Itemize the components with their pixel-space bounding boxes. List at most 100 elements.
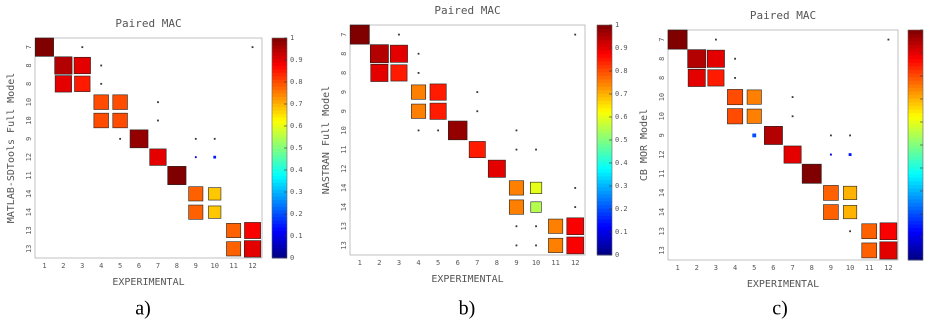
colorbar-segment xyxy=(272,65,287,70)
colorbar-segment xyxy=(597,78,612,83)
mac-cell xyxy=(574,187,577,189)
colorbar-segment xyxy=(272,196,287,201)
mac-cell xyxy=(73,56,91,75)
mac-cell xyxy=(112,94,128,110)
mac-cell xyxy=(746,89,762,105)
chart-title: Paired MAC xyxy=(115,17,181,30)
x-tick-label: 5 xyxy=(118,262,122,270)
colorbar-segment xyxy=(908,51,923,56)
colorbar-segment xyxy=(597,96,612,101)
colorbar-segment xyxy=(272,38,287,42)
mac-cell xyxy=(515,129,518,132)
colorbar-segment xyxy=(597,140,612,145)
y-tick-label: 14 xyxy=(658,189,666,197)
colorbar-segment xyxy=(597,211,612,216)
y-tick-label: 8 xyxy=(25,63,33,67)
mac-cell xyxy=(468,141,486,159)
colorbar-segment xyxy=(908,116,923,121)
colorbar-segment xyxy=(597,204,612,209)
mac-cell xyxy=(566,236,584,255)
x-axis-label: EXPERIMENTAL xyxy=(112,277,184,288)
colorbar-segment xyxy=(908,105,923,110)
y-tick-label: 14 xyxy=(25,190,33,198)
caption: a) xyxy=(135,298,151,320)
colorbar-segment xyxy=(597,89,612,94)
colorbar-segment xyxy=(597,179,612,184)
y-tick-label: 11 xyxy=(25,171,33,179)
colorbar-segment xyxy=(597,50,612,55)
mac-cell xyxy=(707,69,725,87)
colorbar-segment xyxy=(597,237,612,242)
colorbar-segment xyxy=(908,40,923,45)
colorbar-tick-label: 0.9 xyxy=(290,56,303,64)
mac-cell xyxy=(93,94,109,110)
colorbar-segment xyxy=(908,76,923,81)
x-tick-label: 12 xyxy=(571,259,579,267)
colorbar-segment xyxy=(908,73,923,78)
colorbar-segment xyxy=(597,190,612,195)
y-tick-label: 14 xyxy=(658,208,666,216)
colorbar-segment xyxy=(272,206,287,211)
x-tick-label: 1 xyxy=(42,262,46,270)
y-tick-label: 13 xyxy=(658,246,666,254)
colorbar-segment xyxy=(908,83,923,88)
mac-cell xyxy=(429,83,447,101)
mac-cell xyxy=(411,84,427,100)
mac-cell xyxy=(529,181,543,194)
caption: b) xyxy=(459,298,476,320)
colorbar-segment xyxy=(272,134,287,139)
colorbar-segment xyxy=(908,155,923,160)
colorbar-tick-label: 0.6 xyxy=(290,122,303,130)
colorbar-segment xyxy=(272,120,287,125)
colorbar-segment xyxy=(908,209,923,214)
colorbar-segment xyxy=(597,157,612,163)
colorbar-segment xyxy=(908,47,923,53)
colorbar-segment xyxy=(272,55,287,60)
mac-cell xyxy=(687,49,707,69)
colorbar-segment xyxy=(908,238,923,243)
mac-cell xyxy=(437,129,440,132)
mac-cell xyxy=(574,206,577,208)
mac-cell xyxy=(369,44,389,64)
mac-cell xyxy=(129,129,149,149)
colorbar-segment xyxy=(908,184,923,189)
colorbar-segment xyxy=(272,223,287,228)
mac-cell xyxy=(390,44,408,63)
colorbar-segment xyxy=(908,141,923,146)
mac-cell xyxy=(149,148,167,166)
colorbar-segment xyxy=(597,111,612,116)
mac-cell xyxy=(487,159,506,178)
colorbar-segment xyxy=(908,44,923,49)
y-tick-label: 8 xyxy=(658,57,666,61)
y-axis-label: MATLAB-SDTools Full Model xyxy=(6,73,17,224)
colorbar-segment xyxy=(597,247,612,252)
colorbar-segment xyxy=(272,130,287,135)
x-tick-label: 10 xyxy=(532,259,540,267)
y-tick-label: 14 xyxy=(25,208,33,216)
mac-cell xyxy=(727,89,744,106)
mac-cell xyxy=(535,225,537,228)
colorbar-segment xyxy=(272,82,287,87)
colorbar-segment xyxy=(272,141,287,146)
colorbar-segment xyxy=(908,170,923,175)
x-tick-label: 11 xyxy=(551,259,559,267)
colorbar-segment xyxy=(272,251,287,256)
x-tick-label: 10 xyxy=(846,264,854,272)
colorbar-segment xyxy=(597,240,612,245)
chart-title: Paired MAC xyxy=(434,4,500,17)
colorbar-segment xyxy=(908,234,923,239)
colorbar-segment xyxy=(272,172,287,176)
mac-cell xyxy=(830,134,832,137)
x-tick-label: 3 xyxy=(80,262,84,270)
mac-cell xyxy=(848,153,852,157)
colorbar-segment xyxy=(597,25,612,30)
colorbar-segment xyxy=(272,240,287,245)
mac-cell xyxy=(861,242,878,259)
colorbar-segment xyxy=(597,208,612,213)
colorbar-segment xyxy=(908,177,923,182)
mac-cell xyxy=(887,38,890,41)
colorbar-segment xyxy=(272,41,287,46)
mac-cell xyxy=(188,186,204,202)
y-axis-label: CB MOR Model xyxy=(639,109,650,181)
x-tick-label: 6 xyxy=(137,262,141,270)
